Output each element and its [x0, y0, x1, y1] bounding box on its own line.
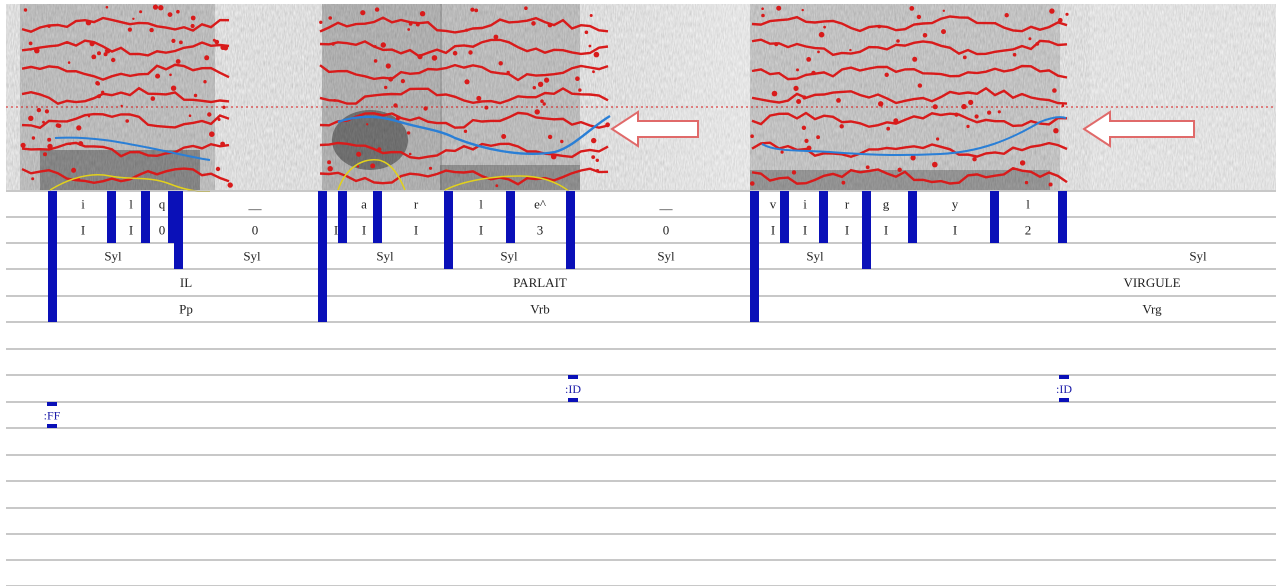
interval-label[interactable]: Vrg	[1142, 302, 1162, 317]
interval-label[interactable]: v	[770, 197, 777, 212]
interval-boundary[interactable]	[338, 191, 347, 243]
tier-lines	[6, 191, 1276, 586]
interval-boundary[interactable]	[141, 191, 150, 243]
interval-boundary[interactable]	[566, 191, 575, 269]
interval-label[interactable]: Vrb	[530, 302, 549, 317]
interval-label[interactable]: I	[129, 223, 133, 238]
interval-label[interactable]: 0	[159, 223, 166, 238]
interval-label[interactable]: 3	[537, 223, 544, 238]
interval-label[interactable]: 0	[252, 223, 259, 238]
tier-boundaries	[48, 191, 1067, 322]
interval-label[interactable]: I	[81, 223, 85, 238]
interval-label[interactable]: __	[248, 197, 263, 212]
interval-label[interactable]: I	[953, 223, 957, 238]
interval-label[interactable]: g	[883, 197, 890, 212]
interval-label[interactable]: I	[803, 223, 807, 238]
interval-label[interactable]: I	[334, 223, 338, 238]
marker-tick-bottom	[568, 398, 578, 402]
marker-tick-top	[568, 375, 578, 379]
point-marker-label[interactable]: :ID	[1056, 382, 1072, 396]
interval-label[interactable]: a	[361, 197, 367, 212]
interval-label[interactable]: i	[803, 197, 807, 212]
interval-label[interactable]: Syl	[243, 249, 261, 264]
interval-boundary[interactable]	[107, 191, 116, 243]
interval-label[interactable]: y	[952, 197, 959, 212]
interval-label[interactable]: IL	[180, 275, 192, 290]
point-marker-label[interactable]: :FF	[44, 409, 61, 423]
marker-tick-bottom	[47, 424, 57, 428]
interval-boundary[interactable]	[506, 191, 515, 243]
interval-boundary[interactable]	[444, 191, 453, 269]
interval-boundary[interactable]	[168, 191, 177, 243]
interval-boundary[interactable]	[48, 191, 57, 322]
interval-label[interactable]: Syl	[806, 249, 824, 264]
interval-boundary[interactable]	[819, 191, 828, 243]
interval-boundary[interactable]	[373, 191, 382, 243]
interval-label[interactable]: Syl	[1189, 249, 1207, 264]
interval-label[interactable]: VIRGULE	[1123, 275, 1180, 290]
interval-label[interactable]: Syl	[500, 249, 518, 264]
interval-label[interactable]: __	[659, 197, 674, 212]
interval-boundary[interactable]	[750, 191, 759, 322]
interval-boundary[interactable]	[862, 191, 871, 269]
marker-tick-top	[47, 402, 57, 406]
interval-label[interactable]: I	[414, 223, 418, 238]
tier-labels: i l q __ a r l e^ __ v i r g y lI I 0 0 I I I I 3 0 I I I I I 2Syl Syl…	[81, 197, 1207, 317]
interval-label[interactable]: I	[362, 223, 366, 238]
interval-label[interactable]: Syl	[376, 249, 394, 264]
interval-label[interactable]: Syl	[657, 249, 675, 264]
interval-label[interactable]: I	[845, 223, 849, 238]
interval-label[interactable]: q	[159, 197, 166, 212]
marker-tick-top	[1059, 375, 1069, 379]
interval-boundary[interactable]	[780, 191, 789, 243]
interval-boundary[interactable]	[908, 191, 917, 243]
interval-label[interactable]: I	[771, 223, 775, 238]
point-marker-label[interactable]: :ID	[565, 382, 581, 396]
interval-boundary[interactable]	[318, 191, 327, 322]
interval-label[interactable]: Syl	[104, 249, 122, 264]
interval-label[interactable]: I	[479, 223, 483, 238]
interval-label[interactable]: e^	[534, 197, 546, 212]
interval-label[interactable]: 0	[663, 223, 670, 238]
interval-label[interactable]: l	[1026, 197, 1030, 212]
interval-label[interactable]: I	[884, 223, 888, 238]
interval-boundary[interactable]	[990, 191, 999, 243]
interval-label[interactable]: l	[479, 197, 483, 212]
interval-boundary[interactable]	[1058, 191, 1067, 243]
marker-tick-bottom	[1059, 398, 1069, 402]
interval-label[interactable]: i	[81, 197, 85, 212]
interval-label[interactable]: PARLAIT	[513, 275, 567, 290]
interval-label[interactable]: r	[845, 197, 850, 212]
interval-label[interactable]: l	[129, 197, 133, 212]
interval-label[interactable]: r	[414, 197, 419, 212]
interval-label[interactable]: 2	[1025, 223, 1032, 238]
interval-label[interactable]: Pp	[179, 302, 193, 317]
